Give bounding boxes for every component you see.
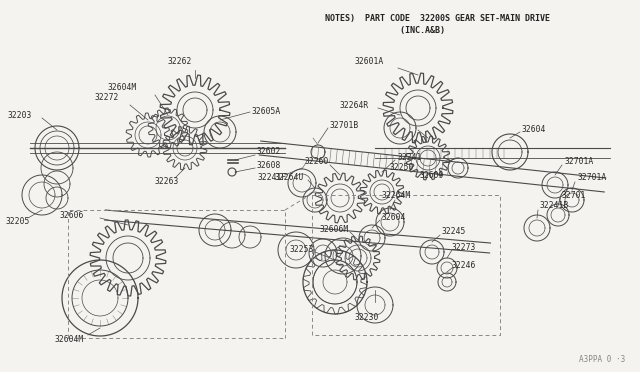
Text: 32205: 32205 (6, 218, 30, 227)
Text: 32264M: 32264M (382, 192, 412, 201)
Text: NOTES)  PART CODE  32200S GEAR SET-MAIN DRIVE: NOTES) PART CODE 32200S GEAR SET-MAIN DR… (325, 13, 550, 22)
Text: 32608: 32608 (257, 160, 282, 170)
Text: 32273: 32273 (452, 244, 476, 253)
Text: 32253: 32253 (290, 246, 314, 254)
Text: 32601A: 32601A (355, 58, 384, 67)
Text: 32260: 32260 (305, 157, 330, 167)
Text: 32606: 32606 (60, 211, 84, 219)
Text: 32264U: 32264U (275, 173, 304, 182)
Text: 32604: 32604 (382, 214, 406, 222)
Text: (INC.A&B): (INC.A&B) (325, 26, 445, 35)
Text: 32203: 32203 (8, 110, 33, 119)
Text: 32264R: 32264R (340, 100, 369, 109)
Text: 32604M: 32604M (55, 336, 84, 344)
Text: 32241F: 32241F (258, 173, 287, 183)
Text: 32604: 32604 (522, 125, 547, 135)
Text: 32272: 32272 (95, 93, 120, 103)
Text: 32605A: 32605A (252, 108, 281, 116)
Text: 32701: 32701 (562, 190, 586, 199)
Text: 32241: 32241 (398, 154, 422, 163)
Text: 32701B: 32701B (330, 121, 359, 129)
Text: 32609: 32609 (420, 170, 444, 180)
Text: 32245: 32245 (442, 228, 467, 237)
Text: 32262: 32262 (168, 58, 192, 67)
Text: 32263: 32263 (155, 177, 179, 186)
Text: A3PPA 0 ·3: A3PPA 0 ·3 (579, 356, 625, 365)
Text: 32701A: 32701A (565, 157, 595, 167)
Text: 32246: 32246 (452, 260, 476, 269)
Text: 32241B: 32241B (540, 202, 569, 211)
Text: 32250: 32250 (390, 164, 414, 173)
Text: 32701A: 32701A (578, 173, 607, 183)
Text: 32604M: 32604M (108, 83, 137, 93)
Text: 32230: 32230 (355, 314, 380, 323)
Text: 32606M: 32606M (320, 225, 349, 234)
Text: 32602: 32602 (257, 148, 282, 157)
